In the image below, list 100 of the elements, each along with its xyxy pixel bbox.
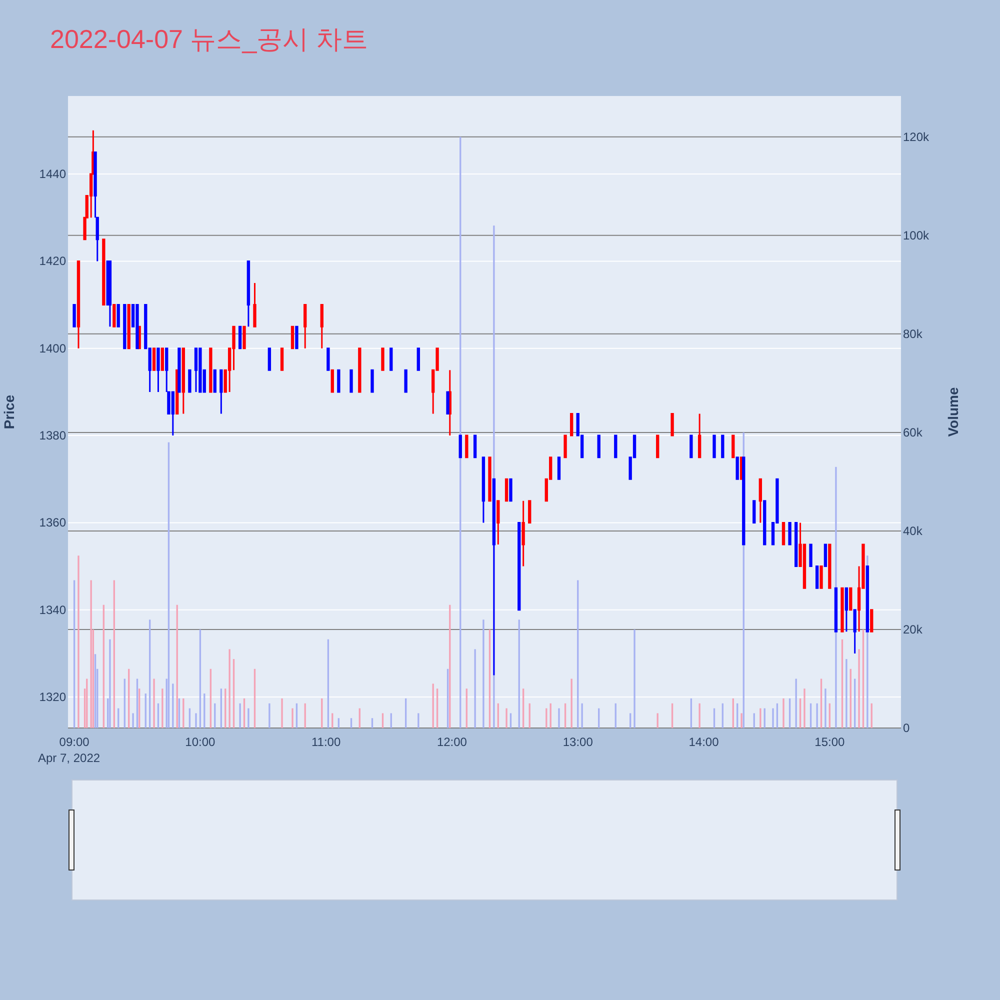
candlestick (112, 304, 116, 328)
candlestick (656, 434, 660, 458)
candlestick (614, 434, 618, 458)
candlestick (488, 456, 492, 502)
candlestick (304, 304, 307, 350)
candlestick (246, 260, 250, 328)
candlestick (522, 500, 525, 568)
candlestick (849, 587, 852, 611)
candlestick (870, 609, 874, 632)
candlestick (280, 348, 284, 371)
candlestick (213, 369, 216, 393)
y2-axis-title: Volume (945, 387, 961, 437)
candlestick (465, 434, 468, 458)
candlestick (712, 434, 716, 458)
y-tick-label: 1420 (39, 254, 66, 268)
candlestick (116, 304, 120, 328)
candlestick (220, 369, 223, 414)
candlestick (209, 348, 212, 393)
candlestick (518, 522, 521, 611)
candlestick (496, 500, 500, 546)
chart-title: 2022-04-07 뉴스_공시 차트 (50, 24, 368, 54)
candlestick (123, 304, 126, 350)
candlestick (404, 369, 408, 393)
candlestick (194, 348, 198, 393)
candlestick (736, 456, 739, 480)
candlestick (815, 566, 819, 589)
y-tick-label: 1340 (39, 602, 66, 617)
candlestick (670, 412, 674, 436)
candlestick (156, 348, 160, 393)
candlestick (320, 304, 324, 350)
candlestick (76, 260, 80, 350)
x-tick-label: 15:00 (814, 735, 845, 749)
candlestick (597, 434, 600, 458)
candlestick (840, 587, 844, 632)
candlestick (788, 522, 792, 546)
candlestick (794, 522, 798, 568)
y-tick-label: 1380 (39, 428, 66, 443)
candlestick (732, 434, 735, 458)
candlestick (127, 304, 130, 350)
x-tick-label: 10:00 (185, 735, 216, 749)
candlestick (844, 587, 848, 632)
x-tick-label: 09:00 (59, 735, 90, 749)
candlestick (290, 326, 294, 350)
y-axis-title: Price (1, 394, 17, 430)
candlestick (690, 434, 693, 458)
candlestick (448, 369, 452, 436)
candlestick (828, 544, 832, 589)
candlestick (330, 369, 334, 393)
candlestick (136, 304, 139, 350)
candlestick (509, 478, 512, 502)
candlestick (390, 348, 393, 371)
candlestick (570, 412, 574, 436)
candlestick (350, 369, 353, 393)
y-tick-label: 1320 (39, 690, 66, 704)
y2-tick-label: 20k (903, 622, 924, 636)
candlestick (698, 412, 702, 458)
candlestick (752, 500, 756, 524)
candlestick (721, 434, 724, 458)
candlestick (337, 369, 340, 393)
candlestick (458, 434, 462, 458)
x-tick-label: 14:00 (688, 735, 720, 749)
candlestick (504, 478, 508, 502)
text: Apr 7, 2022 (38, 751, 100, 765)
candlestick (370, 369, 374, 393)
candlestick (268, 348, 272, 371)
candlestick (178, 348, 181, 393)
candlestick (820, 566, 823, 589)
candlestick (763, 500, 766, 546)
candlestick (742, 456, 746, 546)
candlestick (446, 391, 450, 414)
candlestick (482, 456, 486, 524)
candlestick (182, 348, 185, 414)
candlestick (809, 544, 812, 568)
y-tick-label: 1440 (39, 167, 66, 182)
candlestick (171, 391, 174, 436)
candlestick (198, 348, 202, 393)
candlestick (238, 326, 242, 350)
candlestick (188, 369, 192, 393)
candlestick (242, 326, 246, 350)
candlestick (473, 434, 477, 458)
x-tick-label: 12:00 (436, 735, 468, 749)
candlestick (108, 260, 112, 328)
candlestick (557, 456, 561, 480)
candlestick (834, 587, 838, 632)
y2-tick-label: 0 (903, 721, 910, 735)
candlestick (564, 434, 567, 458)
candlestick (295, 326, 298, 350)
candlestick (416, 348, 420, 371)
x-tick-label: 11:00 (312, 735, 341, 749)
candlestick (358, 348, 362, 393)
candlestick (758, 478, 762, 524)
y2-tick-label: 100k (903, 228, 930, 242)
candlestick (381, 348, 384, 371)
y2-tick-label: 120k (903, 130, 930, 144)
candlestick (853, 609, 856, 654)
y2-tick-label: 40k (903, 524, 924, 538)
candlestick (102, 238, 106, 306)
y-tick-label: 1400 (39, 341, 66, 356)
y2-tick-label: 80k (903, 326, 924, 341)
candlestick (528, 500, 532, 524)
